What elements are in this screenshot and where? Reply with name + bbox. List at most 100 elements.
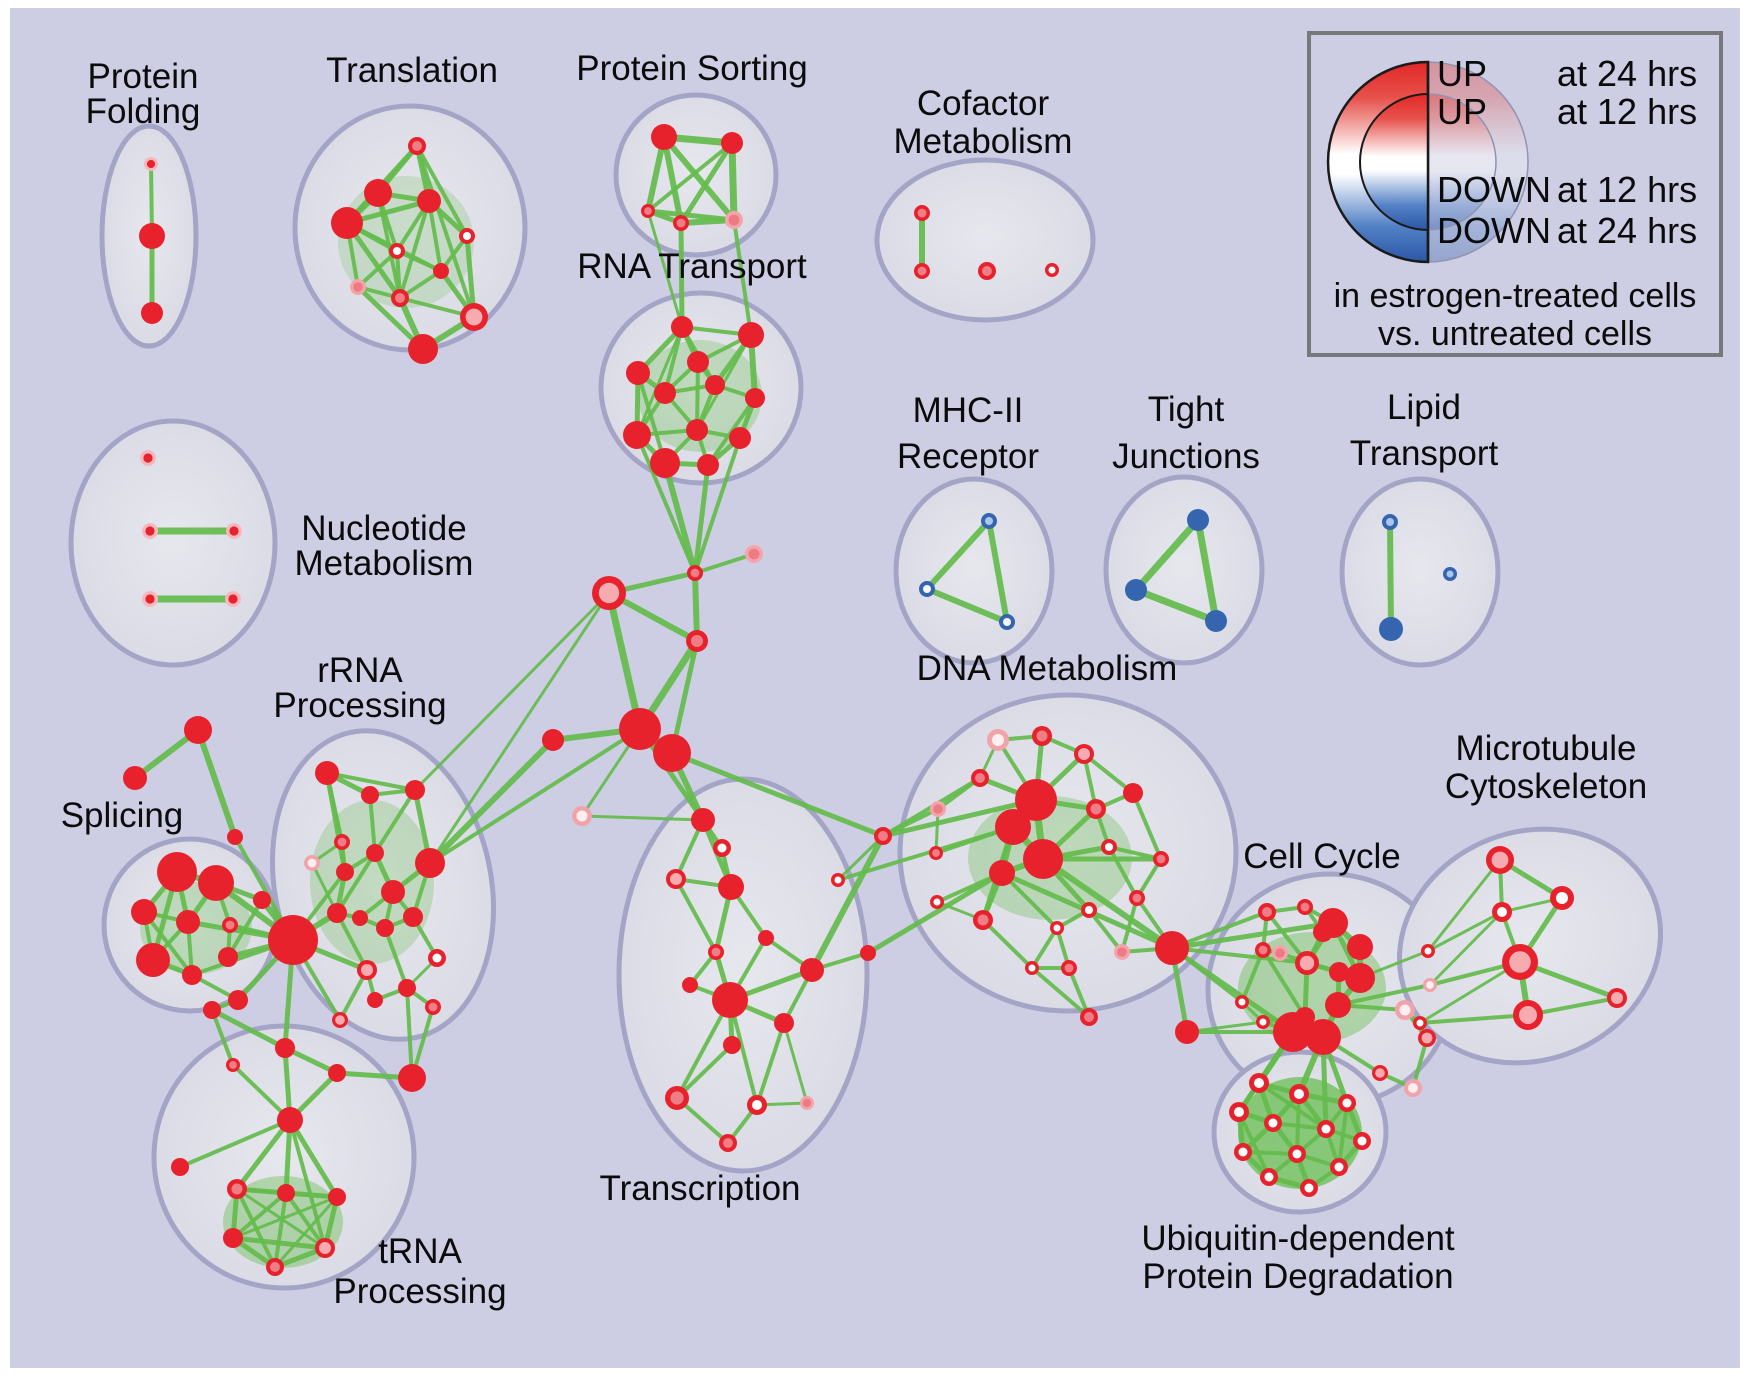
network-node-ps0 [651,124,677,150]
network-edge-t_h-t_l [782,1021,809,1105]
network-node-r9 [352,910,368,926]
network-edge-ps4-rt1 [732,218,753,337]
network-edge-d11-d12 [1107,845,1163,861]
legend-up-24-dir: UP [1437,53,1487,94]
network-node-rt7 [623,421,651,449]
network-edge-k3-hub1 [605,589,644,733]
cluster-label-trna-processing-line1: tRNA [378,1232,462,1271]
network-node-core-t_l [802,1098,812,1108]
network-node-core-lp2 [1446,570,1454,578]
network-node-d10 [1123,783,1143,803]
network-node-core-lp0 [1386,518,1394,526]
network-node-rt8 [686,419,708,441]
network-node-core-tr0 [412,141,422,151]
network-node-core-d4 [933,804,943,814]
network-node-core-u1 [1294,1089,1304,1099]
network-edge-tj0-tj2 [1194,516,1220,625]
network-edge-ccx-cc11 [1185,1020,1265,1034]
network-edge-dna_a-dmL [836,834,885,882]
network-edge-ps3-rt0 [678,220,685,330]
network-node-core-u11 [1304,1183,1314,1193]
network-edge-d18-d21 [1030,926,1059,970]
legend-inner-circle-left-half [1359,92,1429,232]
cluster-ellipse-lipid-transport [1339,476,1501,668]
network-node-core-nm1 [145,526,155,536]
network-node-rt10 [650,448,680,478]
network-node-core-mt3 [1509,951,1531,973]
network-node-sp7 [218,947,238,967]
network-node-core-cf3 [1048,266,1056,274]
network-edge-d11-d16 [1107,845,1139,900]
network-node-tr10 [408,334,438,364]
cluster-ellipse-trna-processing [151,1023,417,1291]
network-edge-t_a-t_d [674,877,718,954]
cluster-ellipse-mhc2-receptor [893,476,1055,666]
network-edge-t_i-t_j [675,1043,734,1100]
network-node-core-cc5 [1258,945,1268,955]
network-node-core-d21 [1028,964,1036,972]
network-node-m1 [542,729,564,751]
network-edge-u0-u5 [1257,1081,1328,1131]
network-edge-r2-r6 [373,788,417,855]
network-node-core-cc21 [1408,1083,1418,1093]
network-node-r12 [415,848,445,878]
network-node-d13 [989,860,1015,886]
network-edge-tj1-tj2 [1132,586,1220,625]
network-edge-rt0-rt7 [635,325,684,437]
network-edge-d8-ccL [1040,856,1175,951]
network-node-core-d14 [933,898,941,906]
network-node-core-d16 [1132,893,1142,903]
network-node-core-tr9 [465,308,483,326]
cluster-label-nucleotide-metabolism-line1: Nucleotide [301,509,466,548]
network-node-d6 [1015,779,1057,821]
network-edge-mc1-mt0 [1426,858,1502,953]
network-node-core-h1 [231,1183,243,1195]
network-node-core-r13 [432,953,442,963]
network-node-core-u4 [1268,1118,1278,1128]
network-node-core-d12 [1156,854,1166,864]
cluster-label-trna-processing-line2: Processing [333,1272,506,1311]
cluster-label-ubiquitin-degradation-line1: Ubiquitin-dependent [1141,1219,1455,1258]
cluster-label-transcription-line1: Transcription [600,1169,801,1208]
network-edge-k2-k4 [692,570,700,644]
cluster-label-nucleotide-metabolism-line2: Metabolism [295,544,474,583]
network-edge-c_e-h1 [234,1117,293,1192]
network-edge-tj0-tj1 [1132,516,1202,594]
network-node-d7 [995,809,1031,845]
network-node-s_a [184,716,212,744]
network-node-core-u10 [1264,1172,1274,1182]
network-node-tr2 [417,189,441,213]
network-node-rt3 [626,361,650,385]
network-node-core-mt1 [1556,892,1568,904]
network-node-dna_b [860,945,876,961]
network-node-rt0 [671,316,693,338]
network-node-ccL [1155,931,1189,965]
network-edge-r1-r6 [368,793,377,855]
legend-down-24-time: at 24 hrs [1557,210,1697,251]
network-node-rt6 [745,388,765,408]
network-node-r10 [376,919,394,937]
network-node-t_f [800,958,824,982]
network-node-core-ps4 [728,214,740,226]
network-node-hub2 [653,734,691,772]
network-edge-k3-r12 [428,591,611,865]
network-node-core-tr5 [393,247,401,255]
cluster-label-rrna-processing-line2: Processing [273,686,446,725]
network-node-core-m3 [717,843,727,853]
cluster-label-microtubule-cytoskeleton-line1: Microtubule [1456,729,1637,768]
network-edge-h4-h5 [230,1235,328,1251]
network-edge-d2-d10 [1082,752,1135,795]
cluster-label-dna-metabolism-line1: DNA Metabolism [917,649,1178,688]
network-node-rt11 [697,454,719,476]
network-edge-m1-r12 [427,737,556,866]
network-node-r2 [405,780,425,800]
legend-down-24-dir: DOWN [1437,210,1551,251]
cluster-label-rna-transport-line1: RNA Transport [577,247,807,286]
network-node-s_b [123,766,147,790]
network-node-core-d15 [977,914,989,926]
network-edge-mc3-mt5 [1418,1013,1530,1025]
network-edge-tr0-tr9 [415,144,476,319]
network-node-core-d3 [975,773,985,783]
network-node-pf2 [141,302,163,324]
network-node-ps1 [721,132,743,154]
